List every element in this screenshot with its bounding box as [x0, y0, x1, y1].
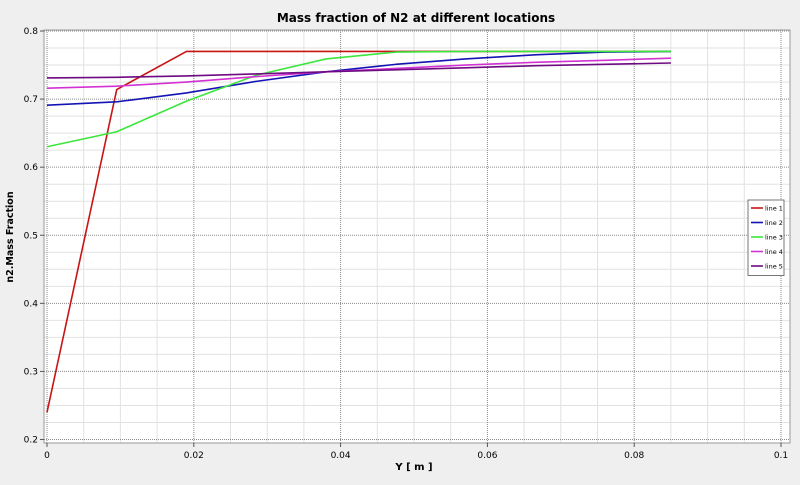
series-lines — [46, 50, 671, 413]
y-tick-label: 0.3 — [24, 367, 38, 377]
legend-item-label: line 2 — [765, 219, 783, 227]
series-line-2 — [46, 50, 671, 107]
y-tick-label: 0.7 — [24, 95, 38, 105]
series-line-3 — [46, 50, 671, 148]
plot-frame — [43, 29, 791, 444]
plot-area — [44, 30, 790, 443]
legend-item-label: line 5 — [765, 263, 783, 271]
x-axis-label: Y [ m ] — [394, 462, 432, 473]
y-tick-label: 0.5 — [24, 231, 38, 241]
x-tick-label: 0 — [44, 451, 50, 461]
x-tick-label: 0.06 — [477, 451, 497, 461]
legend-item-label: line 1 — [765, 205, 783, 213]
series-line-5 — [46, 62, 671, 79]
x-tick-label: 0.1 — [774, 451, 788, 461]
y-tick-label: 0.8 — [24, 27, 39, 37]
legend-item-label: line 4 — [765, 248, 783, 256]
y-axis-label: n2.Mass Fraction — [5, 191, 16, 282]
legend: line 1 line 2 line 3 line 4 line 5 — [747, 199, 785, 276]
x-tick-label: 0.04 — [331, 451, 351, 461]
y-tick-label: 0.6 — [24, 163, 39, 173]
legend-item-label: line 3 — [765, 234, 783, 242]
x-tick-label: 0.02 — [184, 451, 204, 461]
axes: 0 0.02 0.04 0.06 0.08 0.1 0.2 0.3 0.4 0.5 0.6 0.7 0.… — [24, 27, 788, 461]
y-tick-label: 0.4 — [24, 299, 39, 309]
chart-title: Mass fraction of N2 at different locatio… — [277, 11, 555, 25]
y-tick-label: 0.2 — [24, 436, 38, 446]
x-tick-label: 0.08 — [624, 451, 644, 461]
grid — [44, 30, 790, 443]
